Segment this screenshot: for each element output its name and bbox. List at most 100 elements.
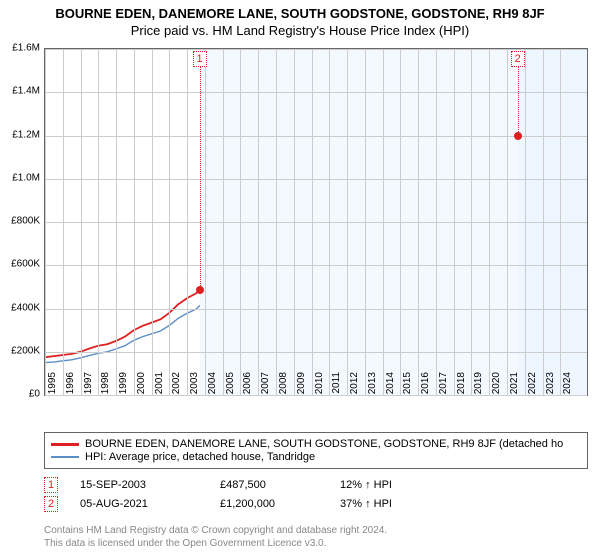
gridline-v (63, 49, 64, 395)
x-axis-label: 2001 (154, 372, 165, 400)
gridline-v (436, 49, 437, 395)
legend-swatch (51, 456, 79, 458)
x-axis-label: 2008 (278, 372, 289, 400)
x-axis-label: 1999 (118, 372, 129, 400)
x-axis-label: 2019 (473, 372, 484, 400)
gridline-v (169, 49, 170, 395)
gridline-h (45, 352, 587, 353)
footer-line: This data is licensed under the Open Gov… (44, 538, 387, 551)
legend-row: BOURNE EDEN, DANEMORE LANE, SOUTH GODSTO… (51, 438, 581, 450)
chart-container: BOURNE EDEN, DANEMORE LANE, SOUTH GODSTO… (0, 0, 600, 560)
sales-price: £1,200,000 (220, 498, 340, 510)
sales-date: 05-AUG-2021 (80, 498, 220, 510)
legend-row: HPI: Average price, detached house, Tand… (51, 451, 581, 463)
marker-ref-line (200, 67, 201, 290)
gridline-v (383, 49, 384, 395)
x-axis-label: 2021 (509, 372, 520, 400)
chart-plot-area: 12 (44, 48, 588, 396)
title-main: BOURNE EDEN, DANEMORE LANE, SOUTH GODSTO… (0, 6, 600, 21)
sales-delta: 37% ↑ HPI (340, 498, 460, 510)
x-axis-label: 2003 (189, 372, 200, 400)
x-axis-label: 2011 (331, 372, 342, 400)
x-axis-label: 2002 (171, 372, 182, 400)
x-axis-label: 2000 (136, 372, 147, 400)
x-axis-label: 2024 (562, 372, 573, 400)
title-block: BOURNE EDEN, DANEMORE LANE, SOUTH GODSTO… (0, 0, 600, 38)
gridline-v (507, 49, 508, 395)
title-sub: Price paid vs. HM Land Registry's House … (0, 23, 600, 38)
gridline-h (45, 265, 587, 266)
y-axis-label: £800K (0, 216, 40, 227)
gridline-h (45, 49, 587, 50)
legend-swatch (51, 443, 79, 446)
x-axis-label: 1997 (83, 372, 94, 400)
gridline-h (45, 92, 587, 93)
y-axis-label: £0 (0, 389, 40, 400)
legend-label: HPI: Average price, detached house, Tand… (85, 451, 315, 463)
gridline-v (560, 49, 561, 395)
y-axis-label: £400K (0, 302, 40, 313)
gridline-v (187, 49, 188, 395)
x-axis-label: 2023 (545, 372, 556, 400)
gridline-v (276, 49, 277, 395)
x-axis-label: 2004 (207, 372, 218, 400)
y-axis-label: £600K (0, 259, 40, 270)
x-axis-label: 1996 (65, 372, 76, 400)
sales-table: 1 15-SEP-2003£487,50012% ↑ HPI 2 05-AUG-202… (44, 474, 588, 515)
x-axis-label: 2017 (438, 372, 449, 400)
sales-price: £487,500 (220, 479, 340, 491)
x-axis-label: 2020 (491, 372, 502, 400)
x-axis-label: 2005 (225, 372, 236, 400)
sales-date: 15-SEP-2003 (80, 479, 220, 491)
legend-label: BOURNE EDEN, DANEMORE LANE, SOUTH GODSTO… (85, 438, 563, 450)
gridline-v (240, 49, 241, 395)
gridline-v (543, 49, 544, 395)
gridline-v (312, 49, 313, 395)
gridline-v (329, 49, 330, 395)
footer-line: Contains HM Land Registry data © Crown c… (44, 525, 387, 538)
x-axis-label: 2016 (420, 372, 431, 400)
gridline-v (454, 49, 455, 395)
sales-row: 2 05-AUG-2021£1,200,00037% ↑ HPI (44, 496, 588, 512)
gridline-v (205, 49, 206, 395)
gridline-v (294, 49, 295, 395)
gridline-v (81, 49, 82, 395)
gridline-v (116, 49, 117, 395)
gridline-h (45, 222, 587, 223)
gridline-v (134, 49, 135, 395)
marker-ref-line (518, 67, 519, 136)
x-axis-label: 1995 (47, 372, 58, 400)
marker-dot (196, 286, 204, 294)
gridline-v (525, 49, 526, 395)
sales-idx-box: 2 (44, 496, 58, 512)
footer: Contains HM Land Registry data © Crown c… (44, 525, 387, 550)
gridline-v (45, 49, 46, 395)
gridline-v (471, 49, 472, 395)
x-axis-label: 2015 (402, 372, 413, 400)
sales-idx-box: 1 (44, 477, 58, 493)
gridline-v (400, 49, 401, 395)
legend: BOURNE EDEN, DANEMORE LANE, SOUTH GODSTO… (44, 432, 588, 469)
gridline-v (365, 49, 366, 395)
gridline-v (418, 49, 419, 395)
y-axis-label: £1.2M (0, 129, 40, 140)
x-axis-label: 2014 (385, 372, 396, 400)
gridline-h (45, 136, 587, 137)
x-axis-label: 2010 (314, 372, 325, 400)
gridline-h (45, 179, 587, 180)
marker-ref-box: 2 (511, 51, 525, 67)
x-axis-label: 1998 (100, 372, 111, 400)
gridline-v (223, 49, 224, 395)
y-axis-label: £1.0M (0, 172, 40, 183)
x-axis-label: 2012 (349, 372, 360, 400)
sales-delta: 12% ↑ HPI (340, 479, 460, 491)
x-axis-label: 2009 (296, 372, 307, 400)
marker-dot (514, 132, 522, 140)
gridline-v (347, 49, 348, 395)
x-axis-label: 2006 (242, 372, 253, 400)
sales-row: 1 15-SEP-2003£487,50012% ↑ HPI (44, 477, 588, 493)
gridline-v (98, 49, 99, 395)
x-axis-label: 2007 (260, 372, 271, 400)
gridline-h (45, 309, 587, 310)
marker-ref-box: 1 (193, 51, 207, 67)
